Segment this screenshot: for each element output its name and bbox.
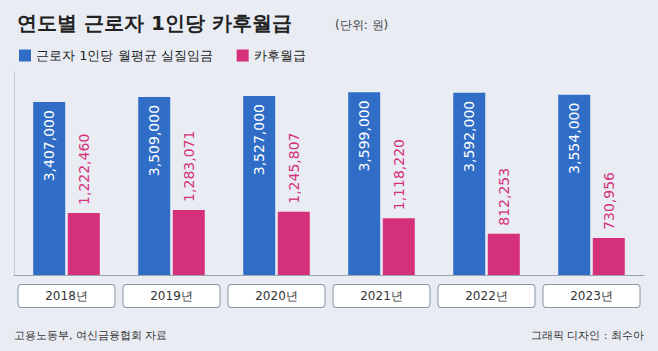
svg-text:3,592,000: 3,592,000: [461, 101, 477, 172]
svg-text:2021년: 2021년: [360, 289, 403, 303]
svg-text:2022년: 2022년: [465, 289, 508, 303]
svg-text:연도별 근로자 1인당 카후월급: 연도별 근로자 1인당 카후월급: [17, 11, 292, 35]
svg-text:3,599,000: 3,599,000: [356, 100, 372, 171]
svg-text:근로자 1인당 월평균 실질임금: 근로자 1인당 월평균 실질임금: [36, 48, 213, 63]
svg-text:1,118,220: 1,118,220: [391, 139, 407, 210]
svg-text:2023년: 2023년: [570, 289, 613, 303]
svg-text:3,527,000: 3,527,000: [251, 104, 267, 175]
svg-text:1,283,071: 1,283,071: [181, 131, 197, 202]
svg-text:고용노동부, 여신금융협회 자료: 고용노동부, 여신금융협회 자료: [14, 329, 168, 342]
svg-text:2018년: 2018년: [45, 289, 88, 303]
svg-text:2019년: 2019년: [150, 289, 193, 303]
svg-text:1,222,460: 1,222,460: [76, 134, 92, 205]
svg-text:3,407,000: 3,407,000: [41, 110, 57, 181]
svg-text:1,245,807: 1,245,807: [286, 133, 302, 204]
svg-text:(단위: 원): (단위: 원): [335, 18, 388, 32]
svg-text:카후월급: 카후월급: [254, 48, 306, 63]
svg-text:812,253: 812,253: [496, 168, 512, 226]
svg-text:그래픽 디자인 : 최수아: 그래픽 디자인 : 최수아: [531, 329, 644, 342]
svg-text:3,554,000: 3,554,000: [566, 103, 582, 174]
svg-text:3,509,000: 3,509,000: [146, 105, 162, 176]
svg-text:730,956: 730,956: [601, 172, 617, 230]
svg-text:2020년: 2020년: [255, 289, 298, 303]
